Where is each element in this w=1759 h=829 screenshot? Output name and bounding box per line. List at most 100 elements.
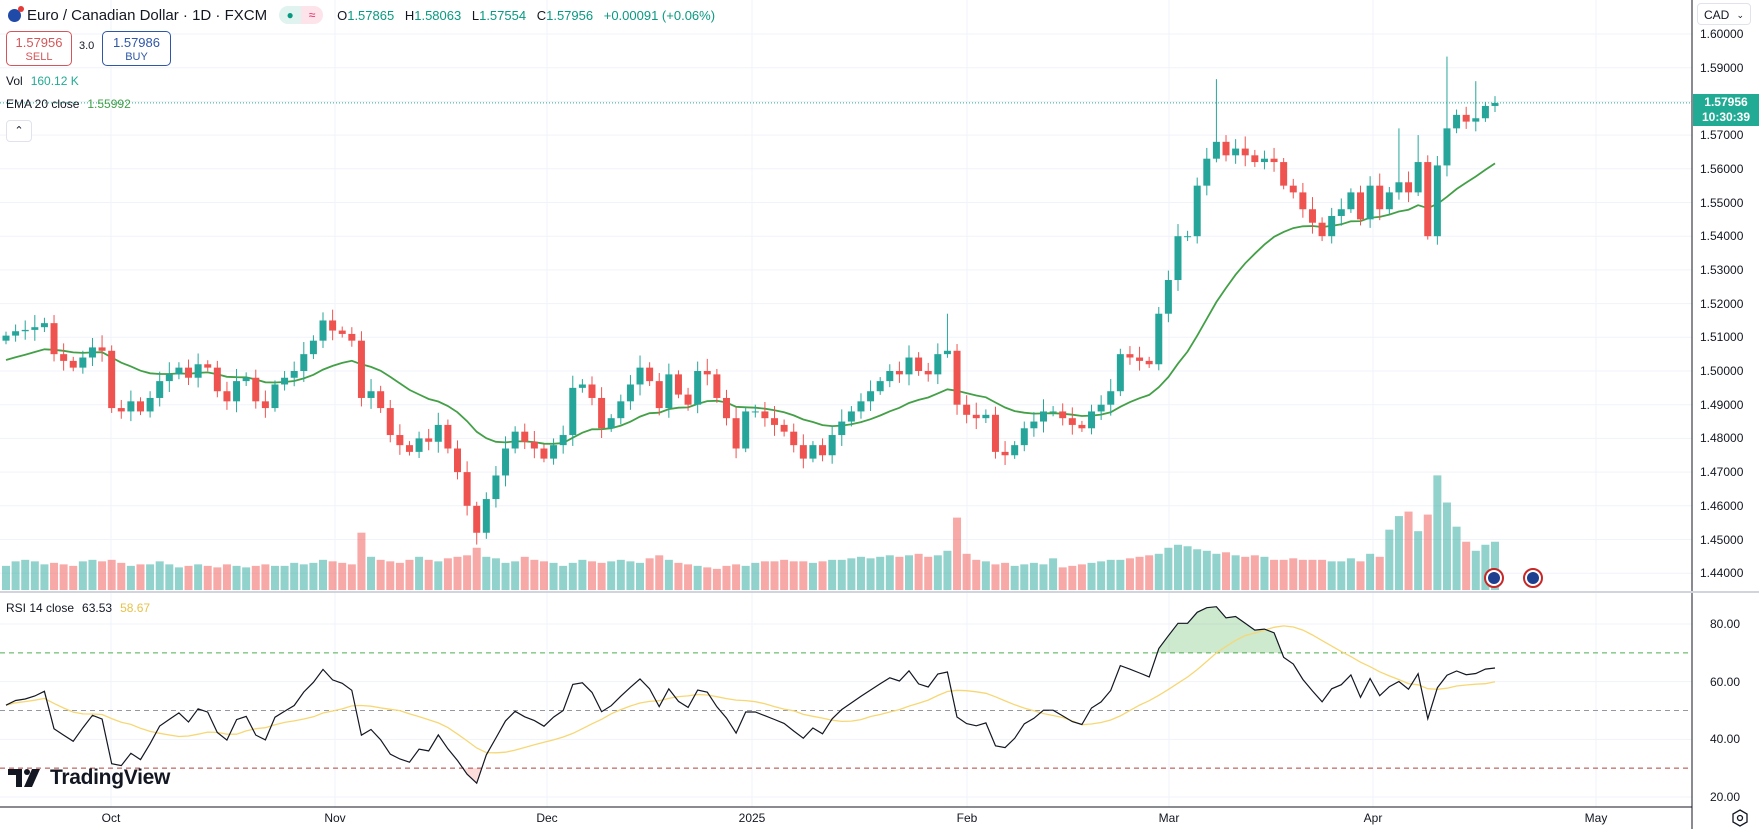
- volume-bar: [760, 561, 769, 590]
- candle-body: [367, 391, 375, 398]
- volume-bar: [751, 562, 760, 590]
- price-tick-label: 1.59000: [1700, 60, 1744, 75]
- volume-bar: [981, 561, 990, 590]
- candle-body: [1107, 391, 1115, 405]
- candle-body: [1414, 162, 1422, 193]
- candle-body: [963, 404, 971, 415]
- volume-bar: [1125, 558, 1134, 590]
- volume-bar: [511, 561, 520, 590]
- candle-body: [915, 357, 923, 371]
- candle-body: [674, 374, 682, 395]
- volume-value: 160.12 K: [30, 74, 79, 88]
- candle-body: [569, 387, 577, 436]
- volume-bar: [59, 564, 68, 590]
- candle-body: [607, 418, 615, 429]
- candle-body: [21, 329, 29, 332]
- symbol-header: Euro / Canadian Dollar · 1D · FXCM ● ≈ O…: [8, 5, 722, 24]
- candle-body: [309, 340, 317, 355]
- ema-legend[interactable]: EMA 20 close 1.55992: [6, 97, 131, 111]
- rsi-legend[interactable]: RSI 14 close 63.53 58.67: [6, 601, 150, 615]
- candle-body: [1203, 158, 1211, 186]
- rsi-overbought-fill: [6, 606, 1495, 653]
- volume-bar: [242, 567, 251, 590]
- candle-body: [799, 445, 807, 459]
- volume-bar: [587, 561, 596, 590]
- ema-label: EMA 20 close: [6, 97, 80, 111]
- sell-button[interactable]: 1.57956 SELL: [6, 31, 72, 66]
- volume-bar: [40, 564, 49, 590]
- candle-body: [405, 445, 413, 452]
- candle-body: [1270, 158, 1278, 163]
- candle-body: [1472, 118, 1480, 122]
- candle-body: [1376, 185, 1384, 210]
- sell-price: 1.57956: [15, 34, 63, 50]
- candle-body: [646, 367, 654, 382]
- candle-body: [598, 397, 606, 429]
- volume-bar: [232, 565, 241, 590]
- volume-bar: [1250, 555, 1259, 590]
- volume-bar: [1260, 556, 1269, 590]
- volume-bar: [1029, 562, 1038, 590]
- volume-bar: [1193, 549, 1202, 590]
- buy-label: BUY: [125, 50, 148, 63]
- volume-bar: [319, 559, 328, 590]
- currency-select[interactable]: CAD ⌄: [1697, 3, 1751, 25]
- volume-bar: [607, 561, 616, 590]
- candle-body: [1030, 421, 1038, 429]
- volume-bar: [616, 559, 625, 590]
- candle-body: [1232, 148, 1240, 156]
- price-tick-label: 1.52000: [1700, 296, 1744, 311]
- volume-bar: [597, 562, 606, 590]
- candle-body: [165, 374, 173, 382]
- chart-settings-icon[interactable]: [1731, 809, 1749, 827]
- candle-body: [550, 445, 558, 459]
- candle-body: [780, 424, 788, 432]
- market-status[interactable]: ● ≈: [279, 6, 324, 24]
- candle-body: [1088, 411, 1096, 429]
- candle-body: [905, 357, 913, 375]
- volume-bar: [98, 561, 107, 590]
- collapse-legend-button[interactable]: ⌃: [6, 120, 32, 142]
- volume-bar: [1289, 558, 1298, 590]
- candle-body: [1337, 209, 1345, 216]
- volume-bar: [1068, 565, 1077, 590]
- candle-body: [338, 330, 346, 334]
- candle-body: [252, 377, 260, 402]
- candle-body: [348, 333, 356, 341]
- last-price: 1.57956: [1704, 95, 1748, 109]
- volume-bar: [21, 559, 30, 590]
- candle-body: [127, 401, 135, 412]
- sell-label: SELL: [25, 50, 53, 63]
- close-value: 1.57956: [546, 7, 594, 23]
- volume-bar: [847, 558, 856, 590]
- candle-body: [175, 367, 183, 375]
- price-tick-label: 1.53000: [1700, 262, 1744, 277]
- candle-body: [329, 320, 337, 331]
- volume-bar: [1154, 553, 1163, 590]
- volume-bar: [1058, 567, 1067, 590]
- candle-body: [732, 418, 740, 449]
- candle-body: [1136, 357, 1144, 361]
- volume-bar: [222, 564, 231, 590]
- tradingview-logo[interactable]: TradingView: [8, 766, 170, 790]
- volume-legend[interactable]: Vol 160.12 K: [6, 74, 79, 88]
- buy-button[interactable]: 1.57986 BUY: [102, 31, 171, 66]
- time-tick-label: Mar: [1158, 811, 1180, 825]
- candle-body: [722, 397, 730, 419]
- symbol-title[interactable]: Euro / Canadian Dollar · 1D · FXCM: [27, 6, 268, 24]
- candle-body: [463, 472, 471, 506]
- volume-bar: [1442, 502, 1451, 590]
- volume-bar: [856, 556, 865, 590]
- volume-bar: [876, 556, 885, 590]
- volume-bar: [664, 559, 673, 590]
- volume-bar: [251, 565, 260, 590]
- volume-bar: [780, 559, 789, 590]
- volume-bar: [482, 556, 491, 590]
- volume-bar: [290, 562, 299, 590]
- candle-body: [300, 354, 308, 371]
- volume-bar: [1337, 561, 1346, 590]
- candle-body: [40, 323, 48, 328]
- candle-body: [136, 401, 144, 412]
- volume-bar: [539, 561, 548, 590]
